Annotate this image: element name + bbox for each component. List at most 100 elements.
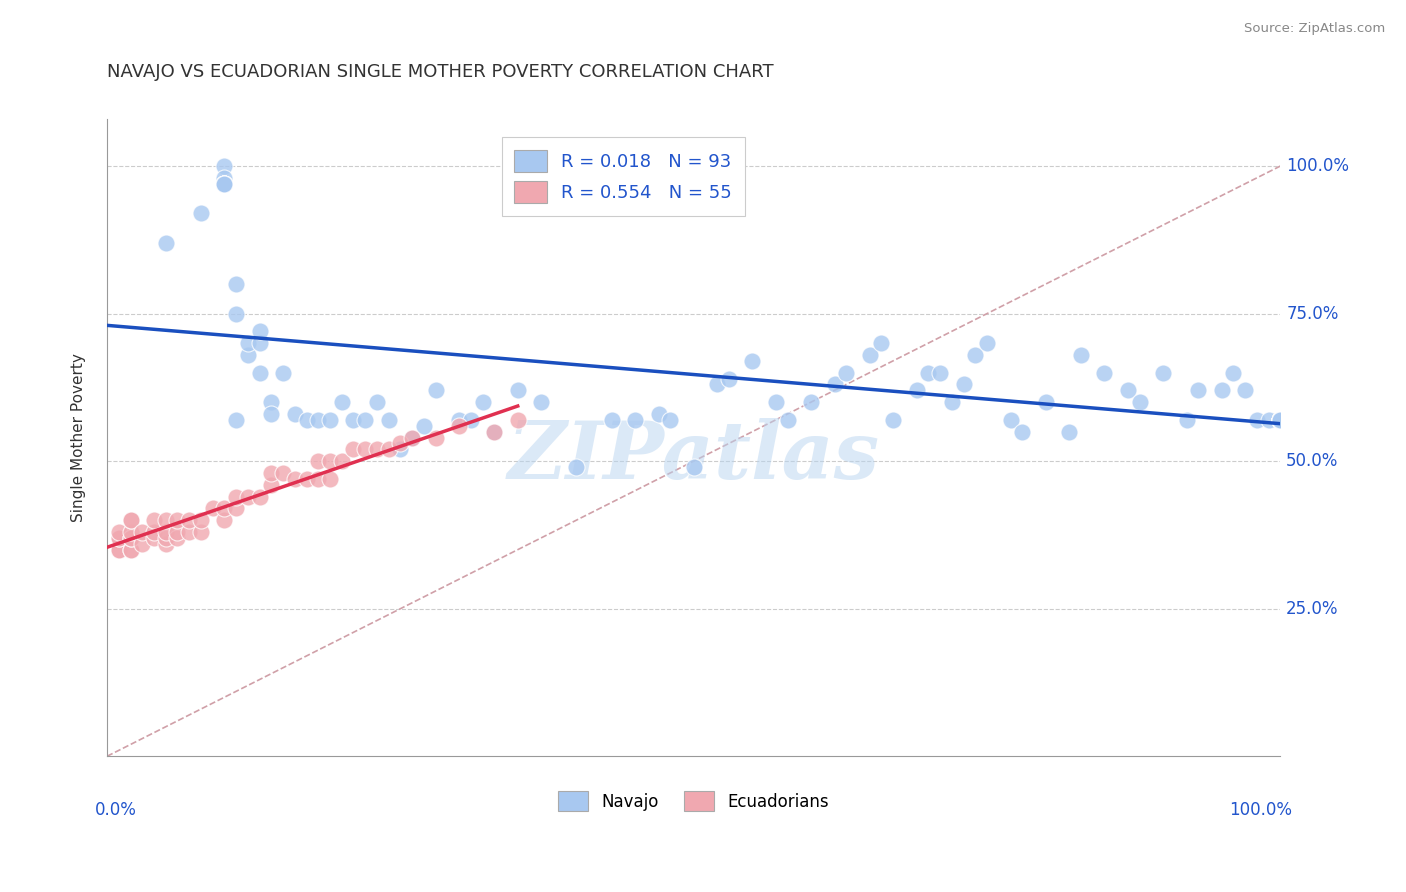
Point bbox=[249, 366, 271, 380]
Point bbox=[1070, 348, 1092, 362]
Point bbox=[307, 454, 329, 468]
Point bbox=[120, 513, 142, 527]
Point bbox=[190, 524, 212, 539]
Point bbox=[120, 531, 142, 545]
Point bbox=[647, 407, 669, 421]
Point bbox=[425, 384, 447, 398]
Point bbox=[565, 460, 588, 475]
Point bbox=[976, 336, 998, 351]
Point bbox=[1270, 413, 1292, 427]
Point bbox=[1270, 413, 1292, 427]
Point bbox=[271, 366, 294, 380]
Point bbox=[484, 425, 506, 439]
Point bbox=[319, 413, 342, 427]
Point bbox=[377, 413, 399, 427]
Point bbox=[155, 513, 177, 527]
Point bbox=[225, 501, 247, 516]
Point bbox=[1270, 413, 1292, 427]
Point bbox=[271, 466, 294, 480]
Point bbox=[401, 431, 423, 445]
Point bbox=[741, 353, 763, 368]
Point bbox=[870, 336, 893, 351]
Point bbox=[260, 477, 283, 491]
Point bbox=[307, 413, 329, 427]
Point bbox=[389, 442, 412, 457]
Point bbox=[131, 524, 153, 539]
Point bbox=[1270, 413, 1292, 427]
Point bbox=[471, 395, 494, 409]
Point bbox=[1211, 384, 1233, 398]
Point bbox=[776, 413, 799, 427]
Point bbox=[107, 531, 129, 545]
Point bbox=[190, 206, 212, 220]
Point bbox=[166, 524, 188, 539]
Point bbox=[155, 235, 177, 250]
Point bbox=[800, 395, 823, 409]
Point bbox=[377, 442, 399, 457]
Point bbox=[249, 336, 271, 351]
Point bbox=[952, 377, 974, 392]
Point bbox=[143, 524, 166, 539]
Point bbox=[284, 407, 307, 421]
Point bbox=[506, 384, 529, 398]
Point bbox=[859, 348, 882, 362]
Point bbox=[295, 413, 318, 427]
Point bbox=[260, 466, 283, 480]
Point bbox=[882, 413, 904, 427]
Point bbox=[706, 377, 728, 392]
Text: 0.0%: 0.0% bbox=[96, 801, 138, 819]
Point bbox=[214, 513, 236, 527]
Point bbox=[682, 460, 704, 475]
Text: 25.0%: 25.0% bbox=[1286, 599, 1339, 617]
Point bbox=[236, 348, 259, 362]
Point bbox=[155, 537, 177, 551]
Point bbox=[155, 524, 177, 539]
Point bbox=[201, 501, 224, 516]
Point bbox=[214, 170, 236, 185]
Point bbox=[155, 531, 177, 545]
Point bbox=[1035, 395, 1057, 409]
Point bbox=[214, 177, 236, 191]
Point bbox=[484, 425, 506, 439]
Point bbox=[1057, 425, 1080, 439]
Point bbox=[366, 395, 388, 409]
Point bbox=[214, 177, 236, 191]
Point bbox=[225, 277, 247, 291]
Point bbox=[929, 366, 952, 380]
Point bbox=[143, 531, 166, 545]
Point bbox=[319, 454, 342, 468]
Point bbox=[835, 366, 858, 380]
Point bbox=[107, 542, 129, 557]
Point bbox=[190, 513, 212, 527]
Text: NAVAJO VS ECUADORIAN SINGLE MOTHER POVERTY CORRELATION CHART: NAVAJO VS ECUADORIAN SINGLE MOTHER POVER… bbox=[107, 62, 773, 80]
Point bbox=[460, 413, 482, 427]
Point bbox=[166, 513, 188, 527]
Point bbox=[107, 524, 129, 539]
Text: 50.0%: 50.0% bbox=[1286, 452, 1339, 470]
Text: Source: ZipAtlas.com: Source: ZipAtlas.com bbox=[1244, 22, 1385, 36]
Point bbox=[236, 336, 259, 351]
Point bbox=[214, 159, 236, 173]
Point bbox=[1270, 413, 1292, 427]
Point bbox=[249, 490, 271, 504]
Point bbox=[717, 371, 740, 385]
Point bbox=[1270, 413, 1292, 427]
Point bbox=[449, 418, 471, 433]
Point bbox=[225, 413, 247, 427]
Point bbox=[107, 531, 129, 545]
Text: 100.0%: 100.0% bbox=[1229, 801, 1292, 819]
Text: ZIPatlas: ZIPatlas bbox=[508, 418, 880, 495]
Point bbox=[1270, 413, 1292, 427]
Point bbox=[1092, 366, 1115, 380]
Point bbox=[143, 513, 166, 527]
Point bbox=[120, 524, 142, 539]
Point bbox=[1270, 413, 1292, 427]
Point bbox=[249, 324, 271, 338]
Point bbox=[506, 413, 529, 427]
Point bbox=[179, 524, 201, 539]
Point bbox=[1175, 413, 1198, 427]
Point bbox=[1270, 413, 1292, 427]
Point bbox=[319, 472, 342, 486]
Point bbox=[330, 395, 353, 409]
Point bbox=[624, 413, 647, 427]
